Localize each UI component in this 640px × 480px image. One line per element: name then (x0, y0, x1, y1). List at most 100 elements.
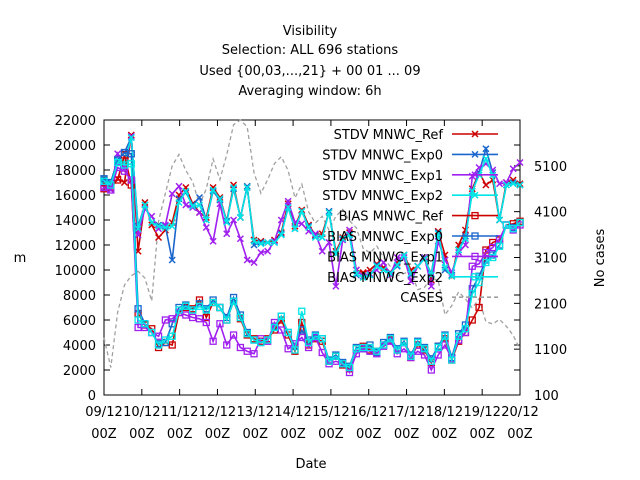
data-point (373, 347, 381, 355)
y2-axis-label: No cases (593, 229, 608, 288)
data-point (148, 328, 156, 337)
x-tick-label-date: 12/12 (199, 405, 236, 420)
data-point (379, 341, 388, 349)
data-point (216, 195, 224, 203)
data-point (359, 273, 367, 282)
data-point (257, 248, 265, 257)
data-point (468, 290, 476, 298)
legend: STDV MNWC_Ref STDV MNWC_Exp0 STDV MNWC_Exp… (322, 128, 498, 306)
data-point (509, 180, 517, 188)
data-point (209, 237, 217, 245)
data-point (495, 242, 504, 250)
data-point (482, 181, 490, 189)
data-point (155, 233, 163, 242)
data-point (243, 330, 251, 338)
data-point (339, 235, 347, 243)
data-point (284, 345, 292, 353)
data-point (482, 258, 490, 267)
data-point (427, 271, 435, 279)
data-point (120, 148, 129, 157)
data-point (414, 338, 422, 347)
data-point (427, 366, 435, 374)
data-point (311, 233, 319, 242)
data-point (229, 297, 238, 305)
data-point (509, 165, 517, 173)
data-point (380, 258, 388, 267)
data-point (339, 360, 347, 368)
data-point (475, 278, 483, 287)
data-point (516, 180, 524, 188)
data-point (461, 325, 470, 333)
x-axis-label: Date (295, 457, 326, 472)
data-point (243, 183, 251, 192)
data-point (127, 131, 135, 139)
data-point (482, 155, 490, 163)
x-tick-label-hour: 00Z (432, 427, 458, 442)
data-point (182, 302, 190, 310)
data-point (264, 238, 272, 247)
data-point (400, 251, 408, 259)
data-point (448, 356, 456, 364)
data-point (496, 180, 504, 188)
data-point (141, 320, 149, 328)
legend-marker (471, 171, 479, 179)
legend-marker (471, 232, 479, 240)
data-point (298, 207, 306, 215)
data-point (243, 182, 251, 190)
data-point (250, 237, 258, 245)
data-point (175, 306, 183, 314)
data-point (168, 222, 176, 230)
y-tick-label: 14000 (55, 214, 96, 229)
data-point (168, 256, 176, 264)
x-tick-label-date: 15/12 (312, 405, 349, 420)
data-point (236, 313, 245, 322)
title-line-1: Visibility (283, 24, 338, 39)
data-point (113, 158, 122, 167)
data-point (148, 218, 156, 227)
data-point (386, 270, 394, 278)
series-stdv-mnwc_exp1 (100, 132, 524, 290)
data-point (516, 218, 524, 227)
data-point (332, 250, 340, 258)
legend-marker (471, 191, 479, 199)
legend-marker (471, 150, 479, 158)
data-point (230, 183, 238, 192)
data-point (236, 213, 244, 222)
data-point (182, 201, 190, 209)
data-point (161, 336, 170, 344)
data-point (332, 357, 340, 365)
data-point (502, 181, 510, 189)
legend-label: STDV MNWC_Exp1 (322, 169, 443, 184)
data-point (434, 343, 442, 352)
data-point (134, 323, 142, 332)
x-tick-label-date: 14/12 (274, 405, 311, 420)
x-tick-label-date: 11/12 (161, 405, 198, 420)
series-line (103, 136, 521, 287)
data-point (393, 253, 401, 262)
data-point (127, 133, 135, 142)
data-point (366, 343, 374, 352)
data-point (359, 343, 367, 352)
data-point (304, 338, 313, 347)
x-tick-label-date: 18/12 (426, 405, 463, 420)
data-point (400, 338, 408, 347)
data-point (468, 187, 476, 195)
cases-line (103, 119, 521, 368)
data-point (441, 332, 449, 340)
data-point (305, 223, 313, 232)
data-point (489, 243, 497, 252)
data-point (393, 261, 401, 269)
data-series (100, 131, 524, 377)
x-tick-label-date: 16/12 (350, 405, 387, 420)
legend-label: CASES (400, 291, 443, 306)
data-point (161, 223, 169, 232)
x-tick-label-date: 10/12 (123, 405, 160, 420)
data-point (243, 347, 251, 355)
x-tick-label-date: 17/12 (388, 405, 425, 420)
data-point (298, 333, 306, 342)
y-tick-label: 16000 (55, 189, 96, 204)
legend-label: STDV MNWC_Exp2 (322, 189, 443, 204)
series-bias-mnwc_exp2 (100, 158, 524, 372)
y-tick-label: 0 (88, 389, 96, 404)
data-point (468, 262, 476, 270)
